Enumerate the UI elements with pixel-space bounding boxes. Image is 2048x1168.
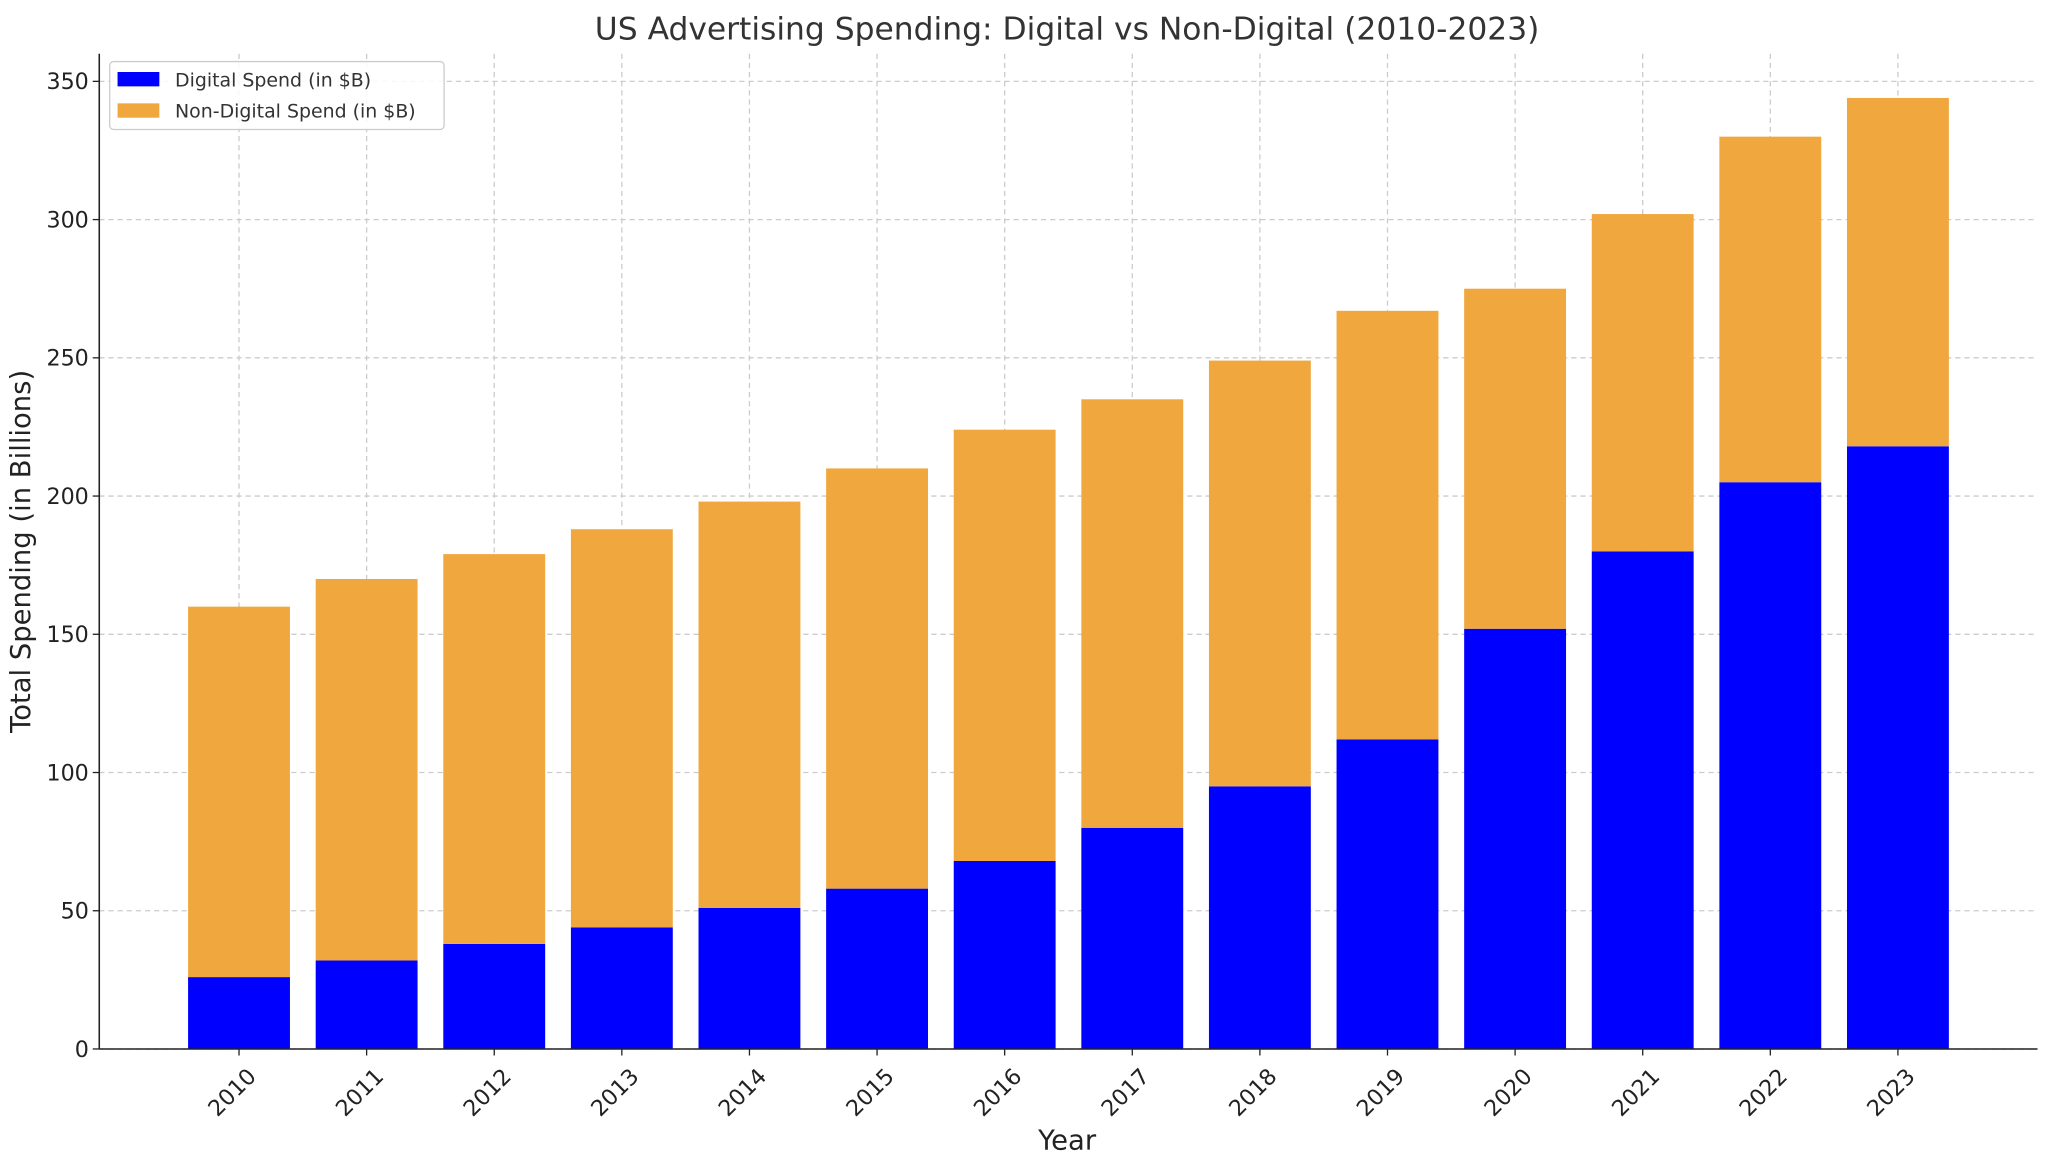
bar-non-digital-2013	[570, 529, 673, 928]
bar-non-digital-2020	[1464, 288, 1567, 629]
bar-digital-2016	[953, 860, 1056, 1049]
legend-swatch	[117, 72, 160, 87]
bar-non-digital-2010	[188, 606, 290, 978]
y-tick-label: 200	[46, 484, 88, 510]
x-tick-label: 2016	[969, 1064, 1027, 1122]
legend-label: Digital Spend (in $B)	[175, 69, 371, 91]
bar-digital-2015	[826, 888, 928, 1049]
bars	[188, 97, 1949, 1049]
bar-digital-2020	[1464, 628, 1567, 1049]
bar-non-digital-2018	[1208, 360, 1311, 787]
x-tick-label: 2021	[1607, 1064, 1665, 1122]
x-tick-label: 2011	[331, 1064, 389, 1122]
x-tick-label: 2018	[1224, 1064, 1282, 1122]
x-tick-label: 2020	[1479, 1064, 1537, 1122]
bar-digital-2010	[188, 977, 290, 1049]
bar-non-digital-2019	[1336, 310, 1439, 740]
y-tick-label: 0	[75, 1037, 89, 1063]
bar-non-digital-2021	[1591, 214, 1694, 552]
y-tick-label: 50	[61, 899, 89, 925]
bar-non-digital-2022	[1719, 136, 1822, 483]
x-tick-label: 2015	[841, 1064, 899, 1122]
legend: Digital Spend (in $B) Non-Digital Spend (…	[109, 60, 445, 131]
bar-digital-2014	[698, 907, 801, 1049]
y-tick-label: 100	[46, 760, 88, 786]
y-tick-label: 350	[46, 69, 88, 95]
bar-digital-2013	[570, 927, 673, 1049]
x-tick-label: 2023	[1862, 1064, 1920, 1122]
bar-digital-2019	[1336, 739, 1439, 1049]
x-tick-label: 2022	[1735, 1064, 1793, 1122]
bar-digital-2022	[1719, 482, 1822, 1049]
bar-digital-2021	[1591, 551, 1694, 1049]
bar-digital-2018	[1208, 786, 1311, 1049]
chart-title: US Advertising Spending: Digital vs Non-…	[595, 11, 1540, 47]
bar-digital-2011	[315, 960, 418, 1049]
y-tick-label: 150	[46, 622, 88, 648]
bar-non-digital-2015	[826, 468, 928, 889]
x-tick-label: 2010	[203, 1064, 261, 1122]
y-tick-label: 300	[46, 207, 88, 233]
legend-swatch	[117, 103, 160, 118]
bar-non-digital-2023	[1846, 97, 1949, 447]
y-axis-label: Total Spending (in Billions)	[6, 370, 37, 734]
legend-label: Non-Digital Spend (in $B)	[175, 101, 416, 123]
bar-digital-2023	[1846, 446, 1949, 1049]
bar-non-digital-2014	[698, 501, 801, 908]
bar-non-digital-2016	[953, 429, 1056, 861]
x-tick-label: 2012	[458, 1064, 516, 1122]
bar-non-digital-2012	[443, 554, 546, 944]
x-tick-label: 2017	[1096, 1064, 1154, 1122]
bar-digital-2012	[443, 943, 546, 1049]
bar-digital-2017	[1081, 827, 1184, 1049]
bar-non-digital-2017	[1081, 399, 1184, 828]
bar-non-digital-2011	[315, 578, 418, 961]
x-tick-label: 2014	[714, 1064, 772, 1122]
legend-box	[109, 60, 445, 131]
x-axis-label: Year	[1037, 1126, 1097, 1157]
x-tick-label: 2013	[586, 1064, 644, 1122]
y-tick-label: 250	[46, 346, 88, 372]
x-tick-label: 2019	[1352, 1064, 1410, 1122]
